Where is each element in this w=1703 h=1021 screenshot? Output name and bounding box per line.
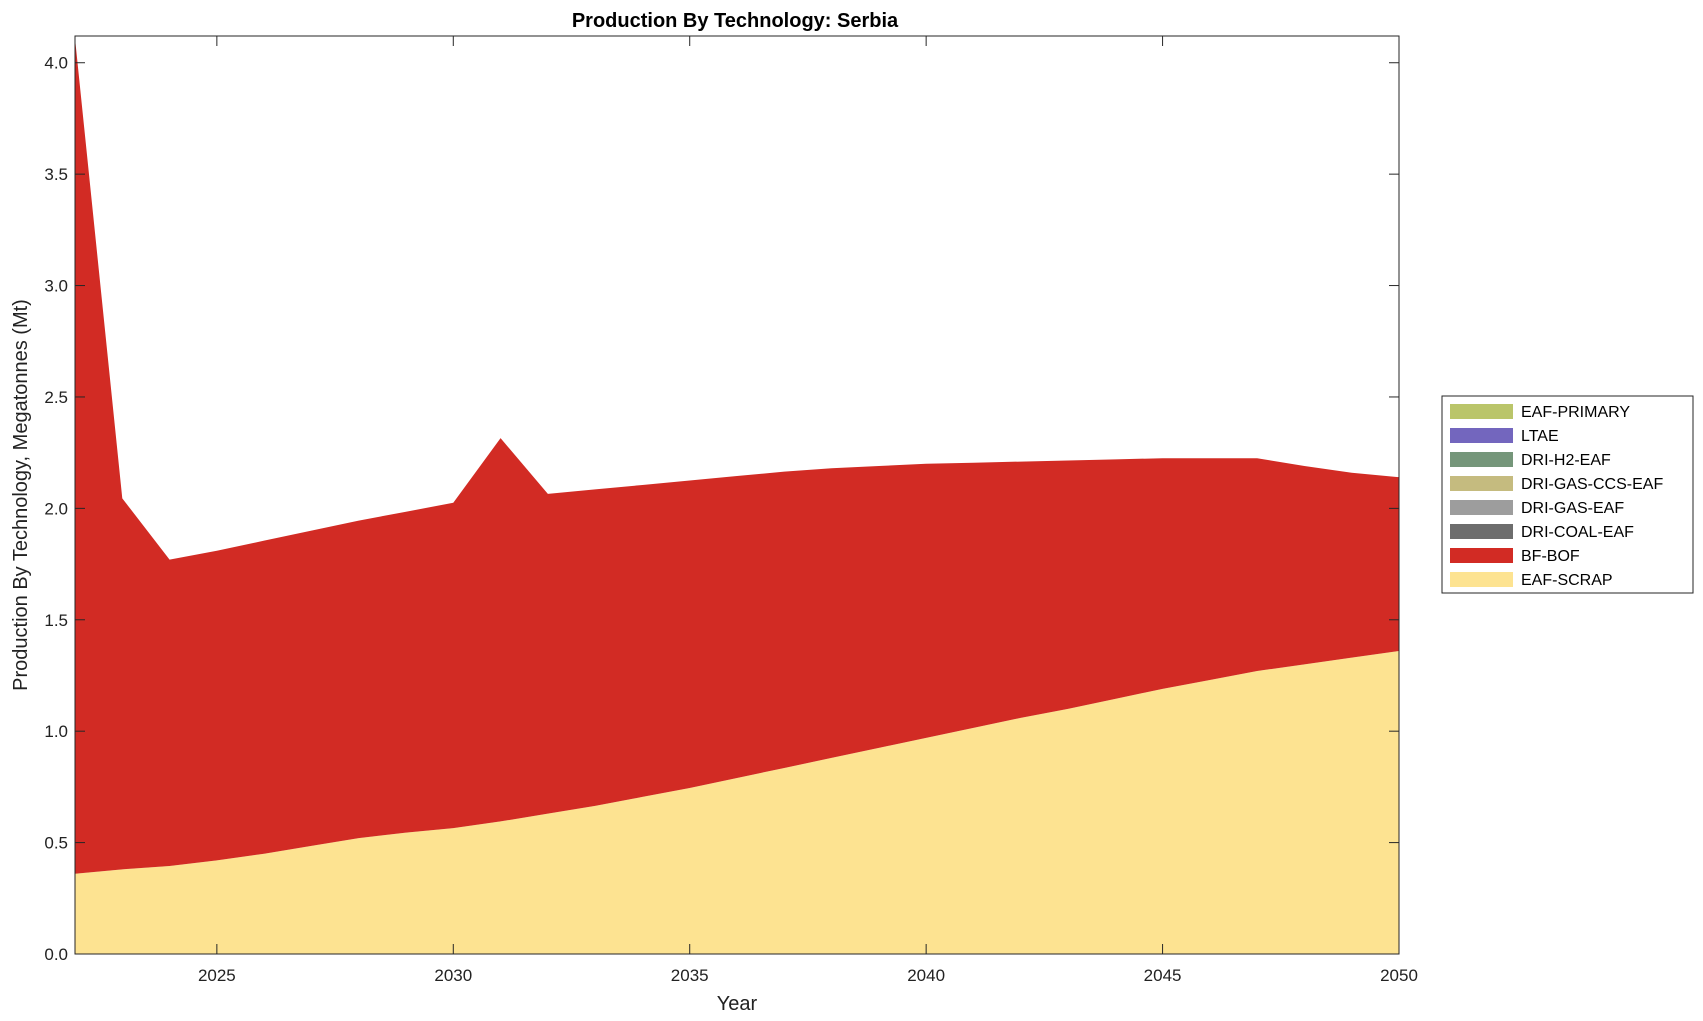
y-tick-label: 1.5	[44, 611, 68, 630]
y-tick-label: 2.5	[44, 388, 68, 407]
legend-label: BF-BOF	[1521, 548, 1580, 565]
legend-swatch	[1450, 500, 1513, 515]
legend: EAF-PRIMARY LTAE DRI-H2-EAF DRI-GAS-CCS-EAF…	[1441, 395, 1694, 594]
chart-title: Production By Technology: Serbia	[572, 10, 899, 32]
legend-swatch	[1450, 452, 1513, 467]
area-layers	[75, 38, 1399, 954]
x-tick-label: 2030	[434, 966, 472, 985]
y-tick-label: 3.5	[44, 165, 68, 184]
y-tick-label: 1.0	[44, 722, 68, 741]
y-tick-label: 0.0	[44, 945, 68, 964]
legend-label: DRI-H2-EAF	[1521, 452, 1611, 469]
legend-swatch	[1450, 476, 1513, 491]
legend-label: DRI-COAL-EAF	[1521, 524, 1634, 541]
y-tick-label: 2.0	[44, 499, 68, 518]
area-bf-bof	[75, 38, 1399, 874]
legend-label: EAF-SCRAP	[1521, 572, 1613, 589]
area-eaf-scrap	[75, 650, 1399, 954]
y-tick-label: 4.0	[44, 54, 68, 73]
y-tick-label: 3.0	[44, 277, 68, 296]
legend-swatch	[1450, 524, 1513, 539]
x-axis-label: Year	[717, 993, 758, 1015]
legend-swatch	[1450, 548, 1513, 563]
legend-swatch	[1450, 404, 1513, 419]
y-axis-label: Production By Technology, Megatonnes (Mt…	[10, 299, 32, 691]
x-tick-label: 2045	[1144, 966, 1182, 985]
legend-swatch	[1450, 572, 1513, 587]
legend-label: EAF-PRIMARY	[1521, 404, 1630, 421]
legend-swatch	[1450, 428, 1513, 443]
plot-frame	[74, 35, 1400, 955]
legend-label: DRI-GAS-CCS-EAF	[1521, 476, 1663, 493]
axis-ticks: 2025 2030 2035 2040 2045 2050 0.0 0.5 1.0 1.5 2.0 2…	[44, 36, 1418, 985]
legend-label: DRI-GAS-EAF	[1521, 500, 1624, 517]
x-tick-label: 2050	[1380, 966, 1418, 985]
x-tick-label: 2040	[907, 966, 945, 985]
y-tick-label: 0.5	[44, 834, 68, 853]
x-tick-label: 2035	[671, 966, 709, 985]
legend-label: LTAE	[1521, 428, 1559, 445]
x-tick-label: 2025	[198, 966, 236, 985]
